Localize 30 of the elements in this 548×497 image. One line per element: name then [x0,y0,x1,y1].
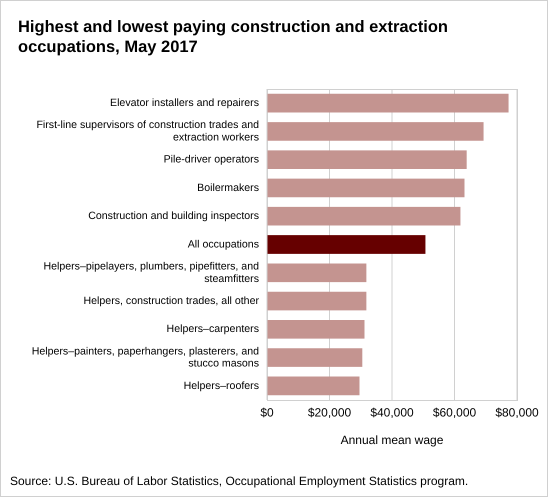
chart-title: Highest and lowest paying construction and extraction occupations, May 2017 [18,17,449,57]
bar [268,206,460,226]
x-axis-title: Annual mean wage [340,433,444,448]
bar [268,235,426,254]
bar [268,348,362,367]
source-note: Source: U.S. Bureau of Labor Statistics, Occupational Employment Statistics program. [10,474,468,488]
bar [268,320,364,339]
x-tick-label: $40,000 [370,406,414,420]
x-tick-label: $0 [260,406,274,420]
y-tick-label: First-line supervisors of construction trades and extraction workers [36,119,260,144]
bar [268,376,360,396]
x-tick-label: $80,000 [495,406,540,420]
bar [268,292,366,310]
y-tick-label: Helpers–roofers [184,380,259,392]
bar [268,263,366,282]
y-tick-label: Helpers–painters, paperhangers, plasterers, and stucco masons [32,345,260,370]
x-tick-label: $60,000 [432,406,477,420]
y-tick-label: Helpers–carpenters [166,323,259,336]
bar [268,178,464,198]
x-tick-label: $20,000 [308,406,352,420]
bar [268,122,484,141]
y-tick-label: Helpers, construction trades, all other [84,294,260,307]
bar [268,150,467,170]
y-tick-label: Helpers–pipelayers, plumbers, pipefitters, and steamfitters [43,260,260,285]
y-tick-label: All occupations [188,238,259,250]
y-tick-label: Pile-driver operators [164,154,259,166]
y-tick-label: Boilermakers [197,182,259,194]
bar [268,94,509,112]
y-tick-label: Construction and building inspectors [88,210,259,222]
y-tick-label: Elevator installers and repairers [110,97,259,110]
